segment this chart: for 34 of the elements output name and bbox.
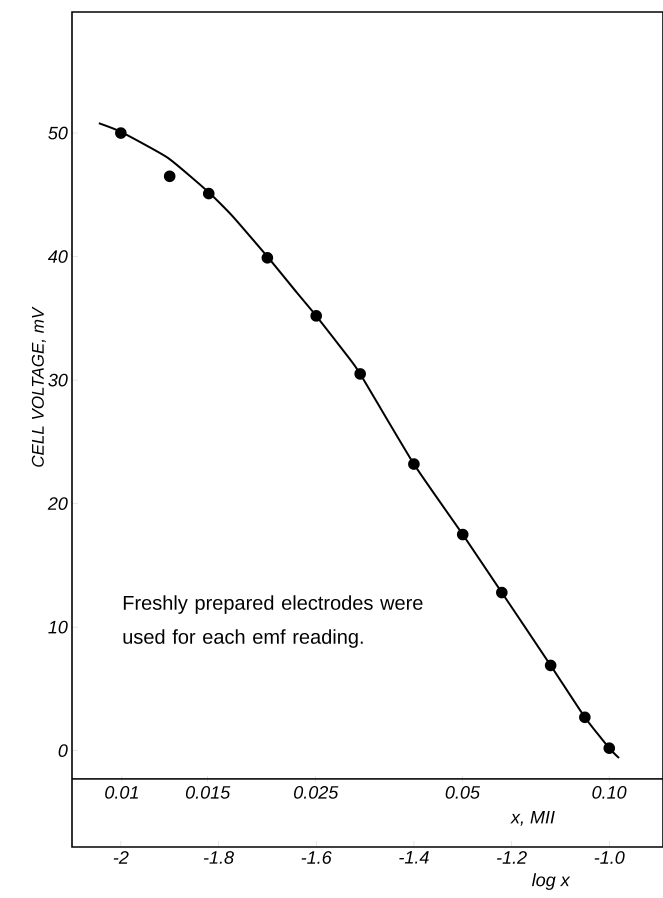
point — [202, 188, 215, 200]
point — [164, 170, 176, 182]
point — [310, 310, 322, 322]
y-tick-label: 40 — [48, 250, 68, 263]
x2-tick-label: 0.10 — [592, 786, 626, 799]
y-tick-label: 50 — [48, 126, 68, 140]
x2-tick-label: 0.01 — [105, 786, 138, 799]
y-tick-label: 0 — [58, 744, 68, 758]
x-tick-label: -1.6 — [302, 851, 332, 864]
x2-tick-label: 0.05 — [446, 786, 480, 799]
point — [496, 586, 508, 598]
x-tick-label: -1.0 — [594, 851, 625, 864]
y-tick-label: 20 — [48, 497, 68, 510]
point — [579, 712, 591, 724]
x2-axis-title: x, MII — [510, 811, 555, 826]
point — [544, 660, 556, 672]
line-series — [98, 122, 620, 760]
point — [408, 458, 420, 470]
point — [456, 528, 469, 540]
x-tick-label: -1.4 — [399, 851, 429, 864]
annotation: Freshly prepared electrodes were used for each emf reading. — [124, 595, 423, 648]
x-tick-label: -2 — [114, 851, 129, 864]
x-tick-label: -1.2 — [497, 851, 527, 864]
point — [262, 252, 274, 264]
y-axis-title: CELL VOLTAGE, mV — [32, 306, 46, 467]
x-tick-label: -1.8 — [204, 851, 234, 864]
point — [115, 127, 127, 139]
x-axis-title: log x — [532, 873, 570, 890]
point — [603, 742, 616, 754]
y-tick-label: 30 — [48, 374, 68, 386]
y-tick-label: 10 — [48, 620, 68, 634]
x2-tick-label: 0.015 — [186, 786, 230, 799]
x2-tick-label: 0.025 — [294, 786, 338, 799]
point — [354, 368, 366, 380]
